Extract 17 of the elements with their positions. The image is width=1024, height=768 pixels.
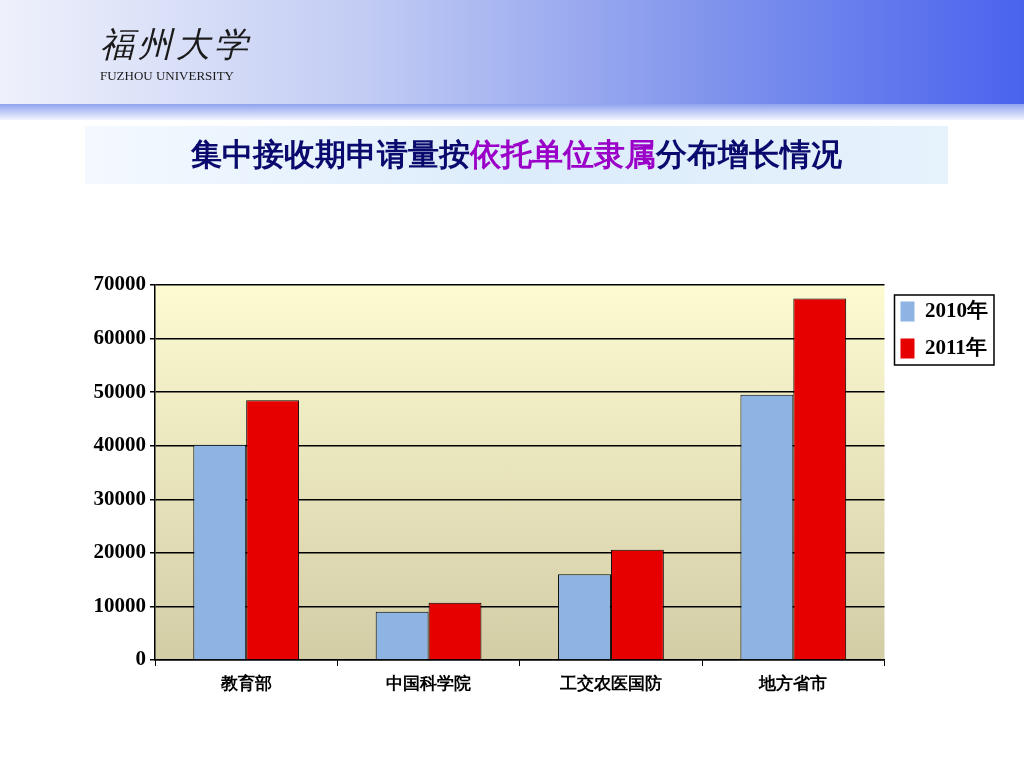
x-tick-label: 地方省市 [758, 673, 828, 693]
x-tick-label: 中国科学院 [386, 673, 472, 693]
x-tick-label: 工交农医国防 [558, 673, 662, 693]
y-tick-label: 60000 [93, 324, 146, 349]
y-tick-label: 20000 [93, 539, 146, 564]
y-tick-label: 0 [135, 646, 146, 671]
y-tick-label: 30000 [93, 485, 146, 510]
text: 福州大学 [100, 25, 252, 65]
legend-label: 2011年 [925, 334, 987, 359]
y-tick-label: 50000 [93, 378, 146, 403]
y-tick-label: 70000 [93, 271, 146, 296]
x-tick-label: 教育部 [219, 672, 272, 693]
y-tick-label: 10000 [93, 592, 146, 617]
chart-title: 集中接收期申请量按依托单位隶属分布增长情况 [191, 137, 842, 172]
text: FUZHOU UNIVERSITY [100, 68, 234, 84]
y-tick-label: 40000 [93, 432, 146, 457]
legend-label: 2010年 [925, 297, 988, 322]
